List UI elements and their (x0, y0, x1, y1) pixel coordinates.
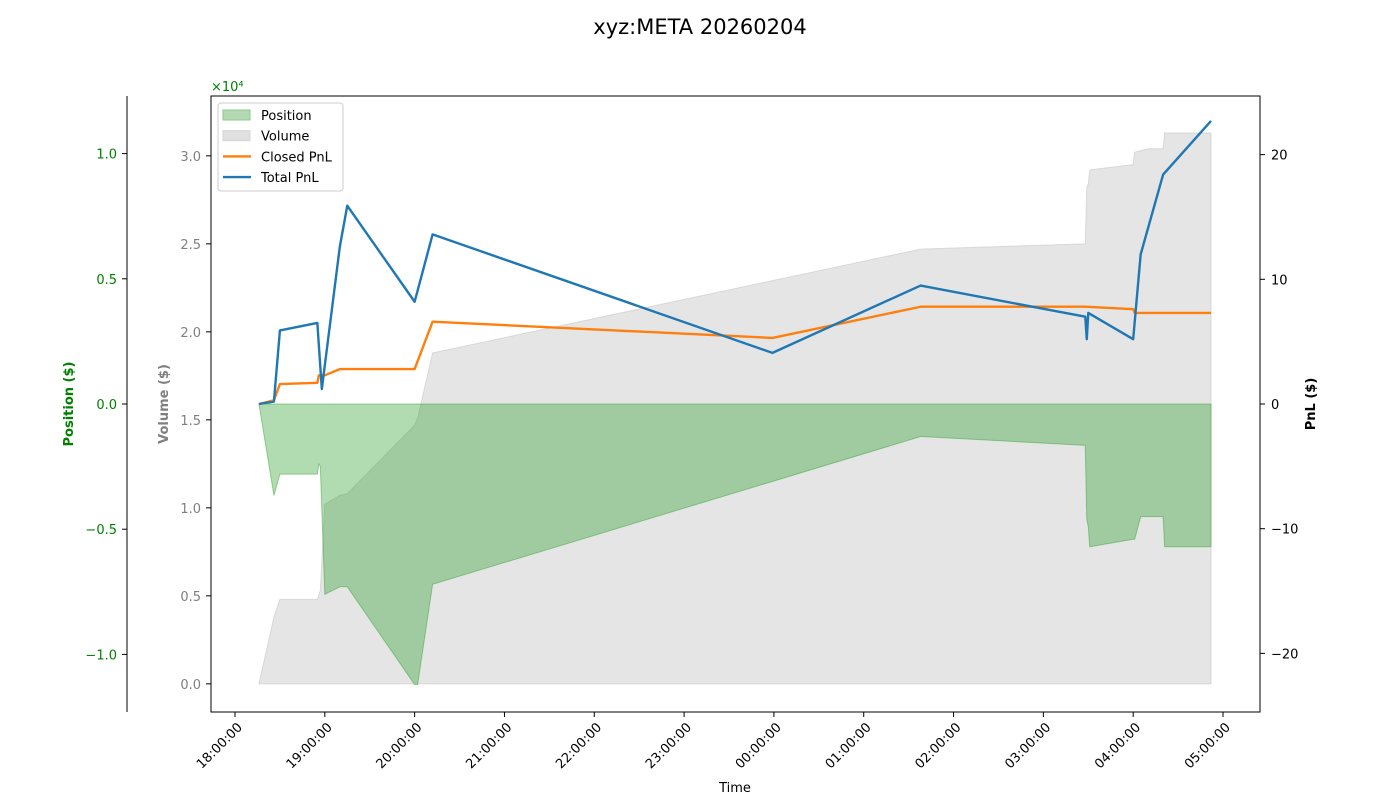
position-axis-label: Position ($) (62, 362, 77, 447)
position-tick-label: −0.5 (85, 523, 117, 538)
pnl-lines-layer (258, 120, 1212, 406)
position-area-layer (258, 403, 1212, 685)
legend: Position Volume Closed PnL Total PnL (217, 102, 344, 192)
x-tick-label: 00:00:00 (733, 720, 785, 772)
x-tick-label: 03:00:00 (1002, 720, 1054, 772)
x-tick-label: 22:00:00 (553, 720, 605, 772)
volume-tick-label: 2.5 (180, 238, 201, 253)
legend-box (217, 102, 344, 192)
volume-tick-label: 3.0 (180, 150, 201, 165)
total-pnl-line (258, 120, 1212, 406)
x-tick-label: 05:00:00 (1182, 720, 1234, 772)
position-tick-label: 0.5 (96, 273, 117, 288)
position-axis: −1.0 −0.5 0.0 0.5 1.0 (85, 148, 127, 663)
x-tick-label: 04:00:00 (1092, 720, 1144, 772)
pnl-axis: −20 −10 0 10 20 (1260, 149, 1298, 662)
volume-axis: 0.0 0.5 1.0 1.5 2.0 2.5 3.0 (180, 150, 211, 693)
pnl-axis-label: PnL ($) (1304, 378, 1319, 431)
position-area (258, 403, 1212, 685)
volume-tick-label: 2.0 (180, 326, 201, 341)
x-tick-label: 23:00:00 (643, 720, 695, 772)
volume-area (258, 132, 1212, 685)
x-tick-label: 21:00:00 (463, 720, 515, 772)
legend-label: Closed PnL (261, 150, 333, 165)
volume-tick-label: 0.5 (180, 590, 201, 605)
x-tick-label: 18:00:00 (194, 720, 246, 772)
volume-area-layer (258, 132, 1212, 685)
position-tick-label: −1.0 (85, 648, 117, 663)
position-tick-label: 0.0 (96, 398, 117, 413)
x-axis-label: Time (718, 781, 751, 796)
pnl-tick-label: −10 (1271, 523, 1298, 538)
x-tick-label: 02:00:00 (912, 720, 964, 772)
pnl-tick-label: 20 (1271, 149, 1288, 164)
legend-label: Total PnL (260, 171, 319, 186)
x-tick-label: 20:00:00 (374, 720, 426, 772)
legend-label: Volume (261, 130, 309, 145)
x-tick-label: 19:00:00 (284, 720, 336, 772)
position-tick-label: 1.0 (96, 148, 117, 163)
x-tick-label: 01:00:00 (823, 720, 875, 772)
legend-swatch (222, 109, 251, 121)
legend-swatch (222, 130, 251, 142)
volume-tick-label: 0.0 (180, 678, 201, 693)
volume-axis-label: Volume ($) (157, 364, 172, 444)
legend-label: Position (261, 109, 312, 124)
volume-tick-label: 1.5 (180, 414, 201, 429)
volume-tick-label: 1.0 (180, 502, 201, 517)
pnl-tick-label: 10 (1271, 273, 1288, 288)
position-axis-multiplier: ×10⁴ (211, 80, 244, 95)
chart-title: xyz:META 20260204 (593, 15, 806, 39)
pnl-tick-label: −20 (1271, 647, 1298, 662)
pnl-tick-label: 0 (1271, 398, 1279, 413)
x-axis: 18:00:00 19:00:00 20:00:00 21:00:00 22:00:00… (194, 712, 1234, 772)
closed-pnl-line (258, 305, 1212, 406)
